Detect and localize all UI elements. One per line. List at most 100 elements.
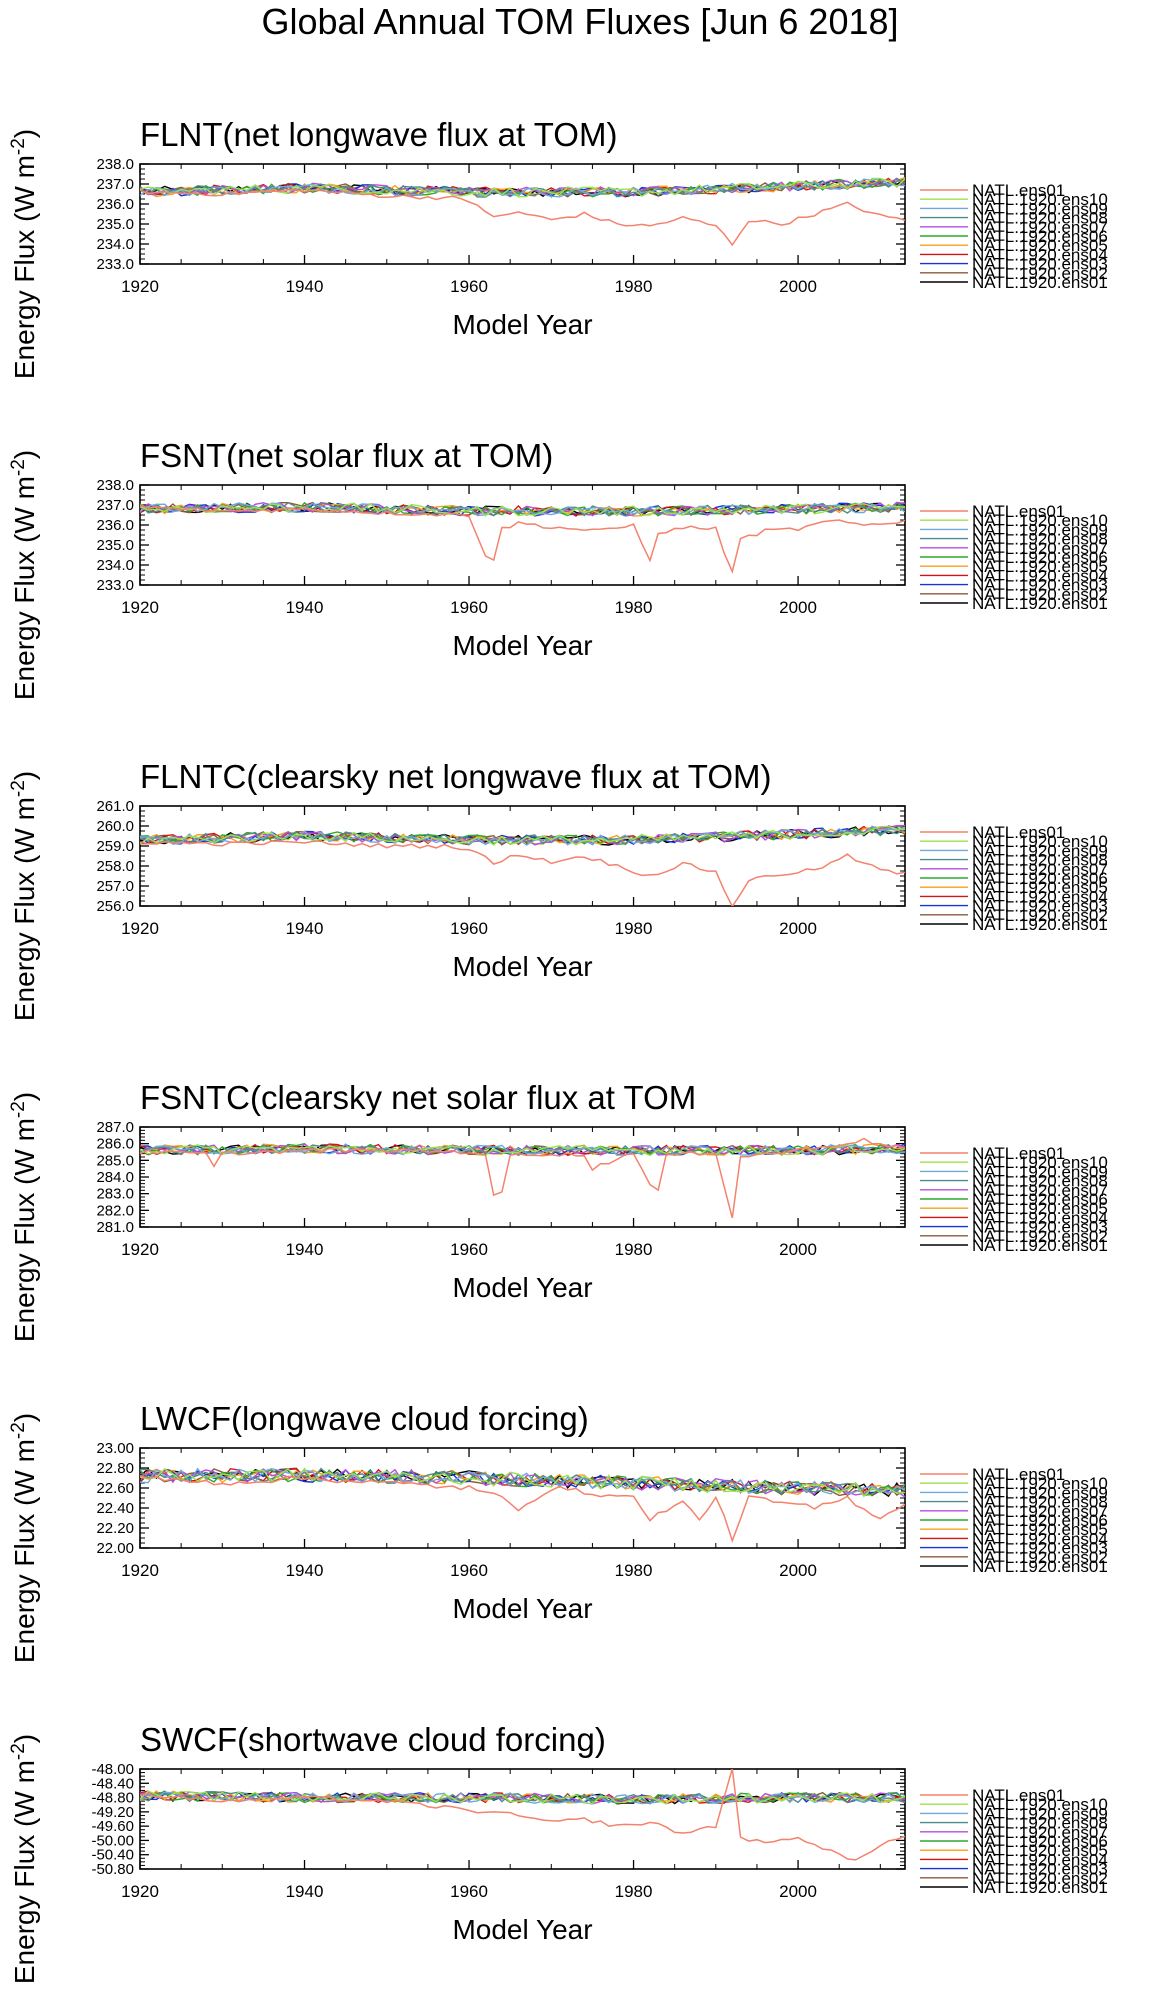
legend-label: NATL.ens01 <box>972 1144 1065 1163</box>
y-tick-label: 233.0 <box>96 577 134 594</box>
panel-2: FSNT(net solar flux at TOM) 233.0 234.0 235… <box>8 437 1108 700</box>
series-line-NATL.ens01 <box>140 505 905 574</box>
legend-label: NATL.1920.ens10 <box>972 1795 1108 1814</box>
legend-label: NATL.1920.ens04 <box>972 245 1108 264</box>
series-line-NATL.ens01 <box>140 1137 905 1219</box>
y-tick-label: -49.60 <box>91 1818 134 1835</box>
x-axis-label: Model Year <box>452 1272 592 1303</box>
legend-label: NATL.1920.ens05 <box>972 557 1108 576</box>
x-tick-label: 2000 <box>779 598 817 617</box>
legend-label: NATL.1920.ens02 <box>972 906 1108 925</box>
y-tick-label: -49.20 <box>91 1804 134 1821</box>
legend-label: NATL.1920.ens07 <box>972 1823 1108 1842</box>
y-tick-label: 259.0 <box>96 838 134 855</box>
series-line-NATL.1920.ens07 <box>140 501 905 517</box>
panel-3: FLNTC(clearsky net longwave flux at TOM)… <box>8 758 1108 1021</box>
plot-frame <box>139 1447 906 1549</box>
legend-label: NATL.1920.ens06 <box>972 1832 1108 1851</box>
legend-label: NATL.ens01 <box>972 502 1065 521</box>
y-axis-label: Energy Flux (W m-2) <box>8 1734 40 1984</box>
panel-1: FLNT(net longwave flux at TOM) 233.0 234.0… <box>8 116 1108 379</box>
legend-label: NATL.1920.ens09 <box>972 1162 1108 1181</box>
y-tick-label: 286.0 <box>96 1136 134 1153</box>
legend-label: NATL.1920.ens10 <box>972 1474 1108 1493</box>
legend-label: NATL.1920.ens04 <box>972 566 1108 585</box>
y-tick-label: 23.00 <box>96 1440 134 1457</box>
legend-label: NATL.1920.ens09 <box>972 1483 1108 1502</box>
legend-label: NATL.1920.ens04 <box>972 1208 1108 1227</box>
series-line-NATL.1920.ens10 <box>140 502 905 517</box>
y-tick-label: -50.80 <box>91 1861 134 1878</box>
y-tick-label: 234.0 <box>96 557 134 574</box>
panel-4: FSNTC(clearsky net solar flux at TOM 281.… <box>8 1079 1108 1342</box>
plot-frame <box>139 484 906 586</box>
x-tick-label: 1960 <box>450 1240 488 1259</box>
x-tick-label: 2000 <box>779 1561 817 1580</box>
legend-label: NATL.1920.ens02 <box>972 1548 1108 1567</box>
legend-label: NATL.1920.ens04 <box>972 1850 1108 1869</box>
y-tick-label: 22.20 <box>96 1520 134 1537</box>
x-axis-label: Model Year <box>452 951 592 982</box>
series-line-NATL.1920.ens09 <box>140 1791 905 1805</box>
x-tick-label: 1980 <box>615 1561 653 1580</box>
series-line-NATL.1920.ens10 <box>140 1144 905 1157</box>
legend-label: NATL.1920.ens03 <box>972 1539 1108 1558</box>
series-group <box>140 1769 905 1861</box>
y-tick-label: 281.0 <box>96 1219 134 1236</box>
series-line-NATL.ens01 <box>140 1769 905 1861</box>
legend-label: NATL.1920.ens03 <box>972 897 1108 916</box>
y-tick-label: 282.0 <box>96 1202 134 1219</box>
x-tick-label: 1980 <box>615 1882 653 1901</box>
legend-label: NATL.1920.ens01 <box>972 273 1108 292</box>
panel-title: FSNT(net solar flux at TOM) <box>140 437 553 474</box>
x-tick-label: 1940 <box>286 919 324 938</box>
panel-5: LWCF(longwave cloud forcing) 22.00 22.20 22… <box>8 1400 1108 1663</box>
legend-label: NATL.ens01 <box>972 181 1065 200</box>
x-tick-label: 1920 <box>121 1561 159 1580</box>
series-group <box>140 824 905 906</box>
x-tick-label: 1920 <box>121 919 159 938</box>
y-tick-label: 22.80 <box>96 1460 134 1477</box>
legend-label: NATL.1920.ens08 <box>972 1814 1108 1833</box>
legend-label: NATL.1920.ens07 <box>972 1181 1108 1200</box>
y-tick-label: 284.0 <box>96 1169 134 1186</box>
legend-label: NATL.1920.ens04 <box>972 1529 1108 1548</box>
y-axis-label: Energy Flux (W m-2) <box>8 1092 40 1342</box>
legend-label: NATL.1920.ens02 <box>972 1227 1108 1246</box>
legend-label: NATL.1920.ens09 <box>972 1804 1108 1823</box>
x-tick-label: 1980 <box>615 598 653 617</box>
y-tick-label: 283.0 <box>96 1186 134 1203</box>
y-tick-label: 237.0 <box>96 176 134 193</box>
series-line-NATL.ens01 <box>140 1475 905 1543</box>
x-tick-label: 1960 <box>450 1882 488 1901</box>
plot-frame <box>139 1768 906 1870</box>
legend-label: NATL.1920.ens06 <box>972 1511 1108 1530</box>
y-tick-label: 258.0 <box>96 858 134 875</box>
y-tick-label: 236.0 <box>96 196 134 213</box>
y-tick-label: -48.00 <box>91 1761 134 1778</box>
legend-label: NATL.1920.ens08 <box>972 209 1108 228</box>
y-tick-label: 237.0 <box>96 497 134 514</box>
series-line-NATL.1920.ens08 <box>140 1467 905 1498</box>
x-tick-label: 2000 <box>779 277 817 296</box>
x-tick-label: 1960 <box>450 277 488 296</box>
legend-label: NATL.1920.ens02 <box>972 264 1108 283</box>
legend-label: NATL.1920.ens05 <box>972 878 1108 897</box>
y-tick-label: -48.80 <box>91 1790 134 1807</box>
y-tick-label: 234.0 <box>96 236 134 253</box>
legend-label: NATL.1920.ens05 <box>972 1841 1108 1860</box>
legend-label: NATL.1920.ens08 <box>972 1172 1108 1191</box>
legend-label: NATL.1920.ens07 <box>972 218 1108 237</box>
series-line-NATL.1920.ens10 <box>140 825 905 846</box>
legend-label: NATL.1920.ens10 <box>972 832 1108 851</box>
legend-label: NATL.1920.ens01 <box>972 1878 1108 1897</box>
y-tick-label: -50.00 <box>91 1832 134 1849</box>
legend-label: NATL.1920.ens06 <box>972 869 1108 888</box>
legend-label: NATL.1920.ens07 <box>972 860 1108 879</box>
panel-title: SWCF(shortwave cloud forcing) <box>140 1721 606 1758</box>
legend-label: NATL.1920.ens08 <box>972 851 1108 870</box>
x-tick-label: 1920 <box>121 277 159 296</box>
x-tick-label: 1940 <box>286 1882 324 1901</box>
x-tick-label: 1940 <box>286 1240 324 1259</box>
y-tick-label: 261.0 <box>96 798 134 815</box>
